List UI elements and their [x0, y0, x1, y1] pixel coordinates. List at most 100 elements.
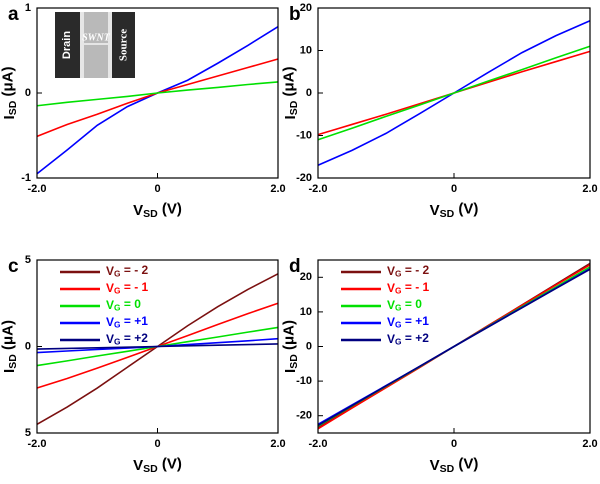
legend-label-main: V — [387, 332, 395, 346]
panel-label: c — [8, 256, 19, 277]
legend-label-rest: = +1 — [121, 314, 149, 328]
inset-channel — [80, 12, 112, 78]
x-tick-label: -2.0 — [28, 438, 47, 450]
x-axis-label: VSD (V) — [133, 201, 182, 220]
data-line — [36, 343, 279, 350]
x-tick-label: -2.0 — [309, 183, 328, 195]
x-axis-label-sub: SD — [440, 463, 455, 475]
x-axis-label: VSD (V) — [430, 201, 479, 220]
inset: Drain SWNT Source — [55, 12, 135, 78]
y-tick-label: -1 — [21, 172, 31, 184]
x-axis-label: VSD (V) — [133, 456, 182, 475]
y-axis-label-rest: (μA) — [0, 67, 17, 101]
x-axis-label-main: V — [133, 202, 143, 219]
y-tick-label: 20 — [300, 2, 312, 14]
data-line — [36, 81, 279, 107]
y-axis-label-main: I — [282, 369, 299, 373]
x-tick-label: 0 — [451, 183, 457, 195]
data-line — [317, 268, 591, 427]
x-axis-label-sub: SD — [143, 463, 158, 475]
y-tick-label: 10 — [300, 44, 312, 56]
inset-channel-edge — [80, 12, 84, 78]
legend-label-main: V — [106, 315, 114, 329]
legend-label-sub: G — [114, 320, 121, 330]
legend-label: VG = - 1 — [387, 280, 430, 296]
legend-label-rest: = 0 — [402, 297, 423, 311]
inset-label: SWNT — [82, 32, 111, 43]
x-tick-label: 2.0 — [582, 183, 597, 195]
x-axis-label-rest: (V) — [158, 201, 182, 218]
legend-label-rest: = +1 — [402, 314, 430, 328]
y-tick-label: 0 — [25, 87, 31, 99]
inset-label: Source — [118, 29, 130, 61]
legend-label: VG = - 1 — [106, 280, 149, 296]
y-tick-label: 10 — [300, 306, 312, 318]
y-tick-label: -10 — [296, 129, 312, 141]
legend-label-sub: G — [114, 303, 121, 313]
y-axis-label-rest: (μA) — [281, 320, 298, 354]
y-axis-label-main: I — [1, 115, 18, 119]
legend-label-rest: = - 2 — [402, 263, 430, 277]
y-axis-label: ISD (μA) — [0, 67, 19, 120]
x-tick-label: -2.0 — [309, 438, 328, 450]
x-axis-label-main: V — [430, 202, 440, 219]
legend-label: VG = +1 — [387, 314, 429, 330]
legend-label-sub: G — [395, 337, 402, 347]
legend-label-sub: G — [395, 303, 402, 313]
y-axis-label-main: I — [282, 115, 299, 119]
x-axis-label-main: V — [430, 457, 440, 474]
plot-frame — [36, 259, 279, 434]
legend-label-main: V — [106, 281, 114, 295]
y-axis-label-sub: SD — [7, 354, 19, 369]
legend-label-main: V — [387, 281, 395, 295]
data-line — [317, 45, 591, 141]
y-axis-label-sub: SD — [7, 100, 19, 115]
legend-label-rest: = +2 — [121, 331, 149, 345]
legend-label-main: V — [106, 298, 114, 312]
x-tick-label: 2.0 — [582, 438, 597, 450]
legend-label: VG = - 2 — [106, 263, 149, 279]
x-axis-label-main: V — [133, 457, 143, 474]
y-axis-label-rest: (μA) — [0, 320, 17, 354]
legend-label-sub: G — [114, 286, 121, 296]
y-axis-label: ISD (μA) — [0, 320, 19, 373]
legend-label-main: V — [106, 332, 114, 346]
x-tick-label: 0 — [451, 438, 457, 450]
legend-label-main: V — [106, 264, 114, 278]
legend-label: VG = +2 — [387, 331, 429, 347]
legend-label-main: V — [387, 264, 395, 278]
y-tick-label: 0 — [25, 340, 31, 352]
y-tick-label: 5 — [25, 254, 31, 266]
x-axis-label-rest: (V) — [454, 201, 478, 218]
x-axis-label-sub: SD — [143, 208, 158, 220]
legend-label-sub: G — [395, 269, 402, 279]
y-axis-label: ISD (μA) — [281, 320, 300, 373]
y-tick-label: 5 — [25, 427, 31, 439]
legend-label: VG = 0 — [106, 297, 141, 313]
inset-label: Drain — [61, 31, 73, 59]
x-axis-label-rest: (V) — [158, 456, 182, 473]
legend-label: VG = 0 — [387, 297, 422, 313]
x-tick-label: -2.0 — [28, 183, 47, 195]
legend-label-main: V — [387, 315, 395, 329]
y-axis-label-sub: SD — [288, 354, 300, 369]
legend-label-sub: G — [395, 286, 402, 296]
legend-label-sub: G — [395, 320, 402, 330]
y-tick-label: 0 — [306, 87, 312, 99]
legend-label-main: V — [387, 298, 395, 312]
y-axis-label-main: I — [1, 369, 18, 373]
x-tick-label: 0 — [154, 183, 160, 195]
legend-label: VG = +1 — [106, 314, 148, 330]
panel-label: d — [289, 256, 301, 277]
plot-frame — [317, 7, 591, 179]
x-axis-label: VSD (V) — [430, 456, 479, 475]
legend-label-rest: = - 1 — [121, 280, 149, 294]
legend-label: VG = +2 — [106, 331, 148, 347]
plot-frame — [317, 259, 591, 434]
y-tick-label: -10 — [296, 375, 312, 387]
y-tick-label: 0 — [306, 340, 312, 352]
panel-label: b — [289, 4, 301, 25]
legend-label-sub: G — [114, 337, 121, 347]
x-axis-label-sub: SD — [440, 208, 455, 220]
